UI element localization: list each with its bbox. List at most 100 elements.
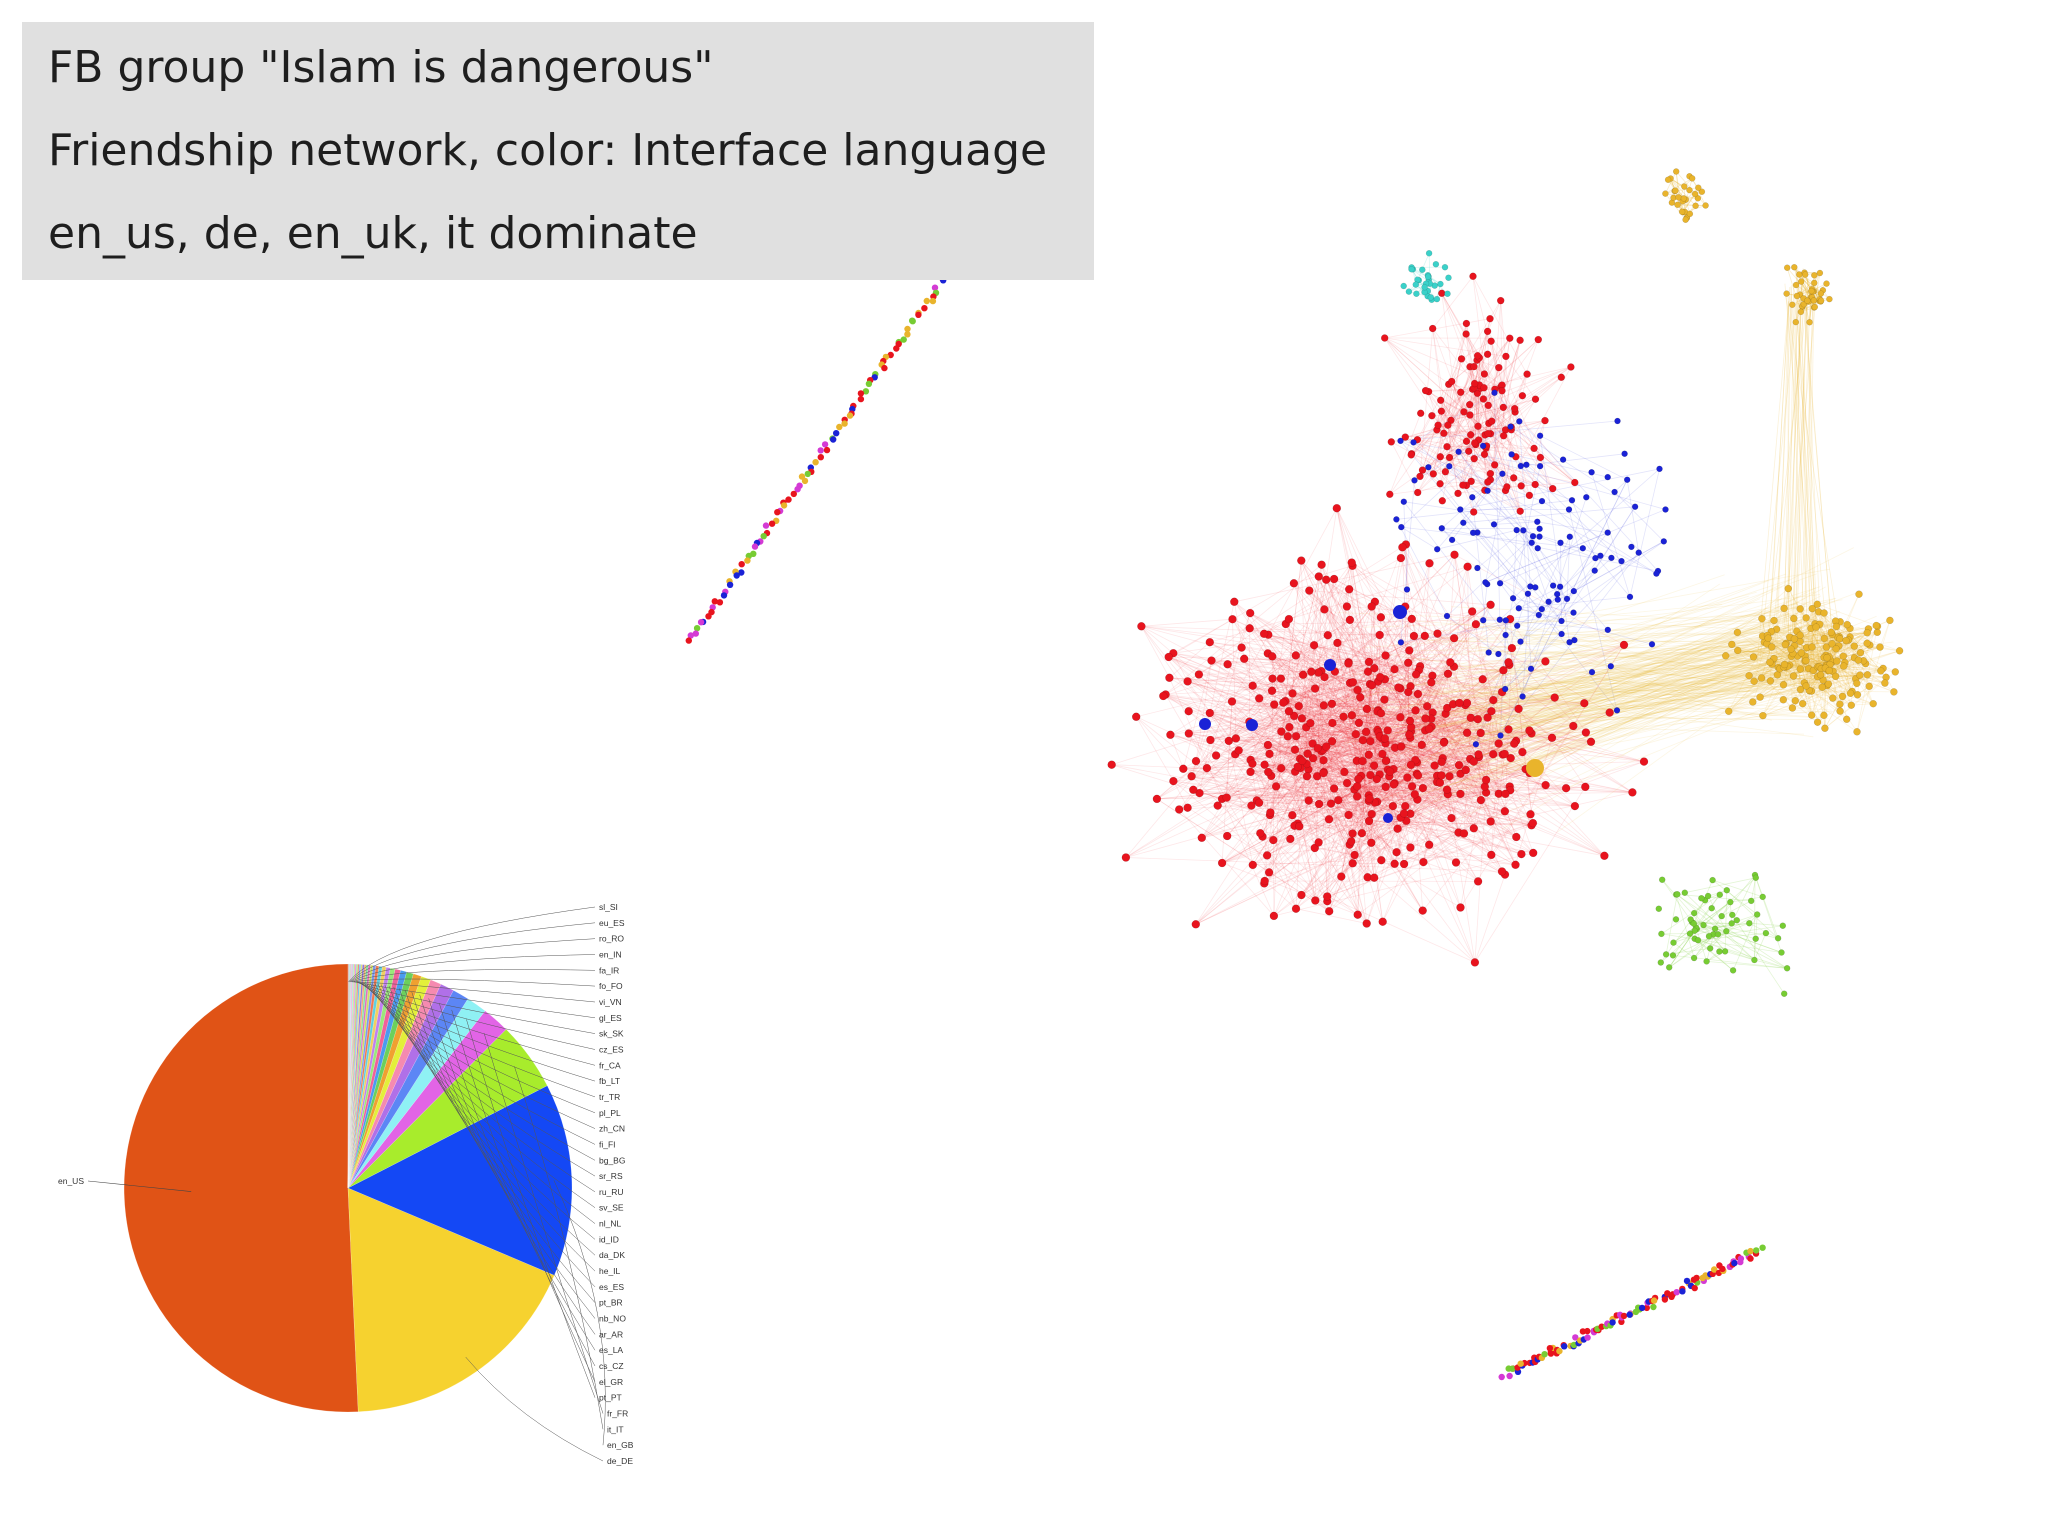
network-edge [1668, 933, 1719, 968]
network-edge [1514, 411, 1576, 483]
network-edge [1425, 390, 1467, 442]
network-edge [1343, 716, 1358, 787]
network-edge [1474, 786, 1586, 963]
pie-label-el-gr: el_GR [599, 1377, 623, 1387]
network-edge [1484, 629, 1822, 756]
network-edge [1783, 294, 1793, 623]
network-edge [1365, 668, 1375, 732]
network-edge [1450, 323, 1467, 421]
network-edge [1273, 825, 1295, 841]
network-edge [1410, 702, 1585, 732]
network-edge [1478, 733, 1532, 758]
network-edge [1668, 934, 1714, 968]
network-edge [1270, 618, 1511, 813]
network-edge [1425, 390, 1486, 491]
network-edge [1441, 473, 1503, 529]
network-edge [1513, 597, 1574, 613]
network-edge [1816, 604, 1852, 706]
network-edge [1187, 761, 1442, 809]
network-edge [1470, 616, 1801, 707]
network-edge [1300, 726, 1412, 769]
network-edge [1791, 277, 1809, 634]
network-edge [1478, 681, 1827, 699]
network-edge [1252, 763, 1297, 909]
network-edge [1398, 687, 1443, 763]
network-edge [1453, 666, 1504, 671]
network-edge [1368, 754, 1411, 848]
network-edge [1515, 737, 1553, 865]
network-edge [1362, 761, 1370, 822]
network-edge [1465, 333, 1475, 384]
network-edge [1766, 289, 1809, 640]
network-edge [1250, 554, 1455, 761]
network-edge [1324, 676, 1398, 829]
network-edge [1731, 914, 1785, 994]
network-edge [1429, 563, 1592, 743]
network-edge [1789, 664, 1881, 672]
network-edge [1421, 658, 1765, 716]
network-edge [1210, 662, 1409, 741]
network-edge [1377, 563, 1430, 711]
network-edge [1156, 792, 1633, 800]
network-edge [1141, 618, 1233, 627]
network-edge [1472, 621, 1785, 693]
network-edge [1432, 634, 1808, 749]
network-edge [1401, 426, 1511, 528]
network-edge [1407, 777, 1605, 857]
network-edge [1287, 702, 1460, 737]
network-edge [1428, 391, 1491, 480]
network-edge [1199, 674, 1304, 794]
network-edge [1270, 775, 1330, 912]
network-edge [1500, 479, 1628, 736]
network-edge [1490, 793, 1500, 822]
network-edge [1358, 778, 1448, 795]
network-edge [1447, 652, 1810, 729]
network-edge [1199, 729, 1378, 794]
network-edge [1438, 627, 1823, 651]
network-edge [1168, 656, 1286, 702]
network-edge [1259, 635, 1425, 699]
network-edge [1693, 936, 1710, 959]
network-edge [1675, 894, 1788, 969]
network-edge [1402, 547, 1438, 634]
network-edge [1170, 734, 1491, 822]
network-edge [1410, 384, 1503, 456]
network-edge [1378, 675, 1433, 733]
network-edge [1851, 703, 1874, 706]
network-edge [1135, 716, 1184, 770]
network-edge [1451, 669, 1813, 716]
network-edge [1268, 699, 1494, 873]
network-edge [1449, 587, 1817, 773]
network-edge [1423, 702, 1468, 863]
network-edge [1324, 609, 1482, 801]
network-edge [1443, 432, 1553, 489]
network-edge [1485, 454, 1512, 583]
network-edge [1795, 296, 1819, 645]
pie-label-zh-cn: zh_CN [599, 1124, 625, 1134]
network-edge [1522, 530, 1549, 602]
network-edge [1411, 408, 1515, 455]
network-edge [1384, 670, 1420, 739]
network-edge [1275, 738, 1383, 787]
network-edge [1272, 633, 1438, 679]
pie-label-pt-pt: pt_PT [599, 1393, 622, 1403]
network-edge [1436, 339, 1539, 431]
network-edge [1367, 707, 1754, 709]
pie-label-fr-ca: fr_CA [599, 1060, 621, 1070]
network-edge [1424, 635, 1530, 774]
network-edge [1491, 601, 1801, 679]
network-edge [1267, 842, 1372, 856]
network-edge [1478, 754, 1526, 770]
network-edge [1385, 655, 1472, 719]
network-edge [1211, 660, 1369, 673]
network-edge [1302, 562, 1353, 675]
network-edge [1478, 439, 1535, 449]
network-edge [1800, 281, 1812, 298]
network-edge [1377, 729, 1515, 745]
network-edge [1293, 583, 1401, 818]
network-edge [1252, 763, 1481, 801]
network-edge [1379, 677, 1386, 739]
pie-label-en-in: en_IN [599, 949, 622, 959]
network-edge [1422, 681, 1832, 711]
network-edge [1377, 544, 1407, 682]
